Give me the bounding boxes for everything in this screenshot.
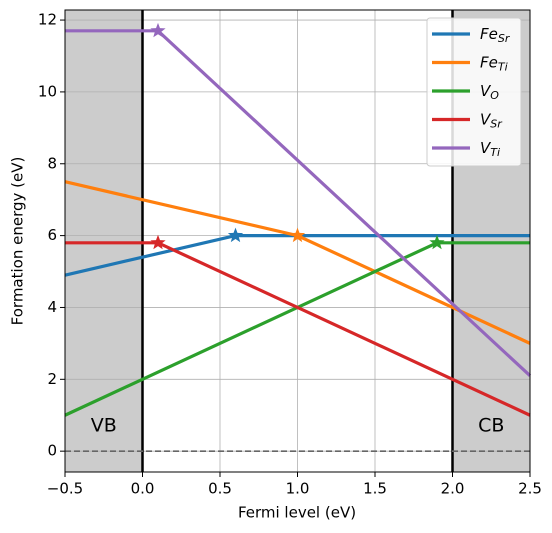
legend-name: Fe xyxy=(480,53,498,71)
star-marker xyxy=(227,227,244,243)
x-tick-label: 1.5 xyxy=(363,480,387,498)
y-tick-label: 0 xyxy=(47,442,57,460)
legend-label: VTi xyxy=(480,139,500,160)
x-tick-label: 1.0 xyxy=(286,480,310,498)
legend-subscript: Sr xyxy=(490,118,503,131)
x-tick-label: 2.0 xyxy=(441,480,465,498)
y-tick-label: 8 xyxy=(47,154,57,172)
star-marker xyxy=(150,22,166,38)
y-axis-label: Formation energy (eV) xyxy=(9,157,27,326)
legend-subscript: Ti xyxy=(490,146,500,159)
plot-frame xyxy=(64,9,531,473)
legend-subscript: Ti xyxy=(498,61,508,74)
star-marker xyxy=(429,234,445,250)
y-tick-label: 4 xyxy=(47,298,57,316)
legend-label: VO xyxy=(480,82,499,103)
x-tick-label: −0.5 xyxy=(47,480,83,498)
y-tick-label: 12 xyxy=(38,11,57,29)
legend-subscript: Sr xyxy=(498,32,511,45)
legend-label: VSr xyxy=(480,110,503,131)
band xyxy=(65,10,143,472)
x-axis-label: Fermi level (eV) xyxy=(238,504,356,522)
x-tick-label: 2.5 xyxy=(518,480,542,498)
legend-name: V xyxy=(480,110,492,128)
legend-label: FeTi xyxy=(480,53,508,74)
star-marker xyxy=(289,227,306,243)
legend-subscript: O xyxy=(490,89,499,102)
x-tick-label: 0.5 xyxy=(208,480,232,498)
star-marker xyxy=(150,234,166,250)
x-tick-label: 0.0 xyxy=(131,480,155,498)
legend-name: V xyxy=(480,139,492,157)
legend-name: V xyxy=(480,82,492,100)
band-label: CB xyxy=(478,415,504,437)
legend-name: Fe xyxy=(480,25,498,43)
legend-label: FeSr xyxy=(480,25,511,46)
y-tick-label: 6 xyxy=(47,226,57,244)
y-tick-label: 10 xyxy=(38,82,57,100)
y-tick-label: 2 xyxy=(47,370,57,388)
legend-box xyxy=(426,17,522,167)
band-label: VB xyxy=(91,415,117,437)
